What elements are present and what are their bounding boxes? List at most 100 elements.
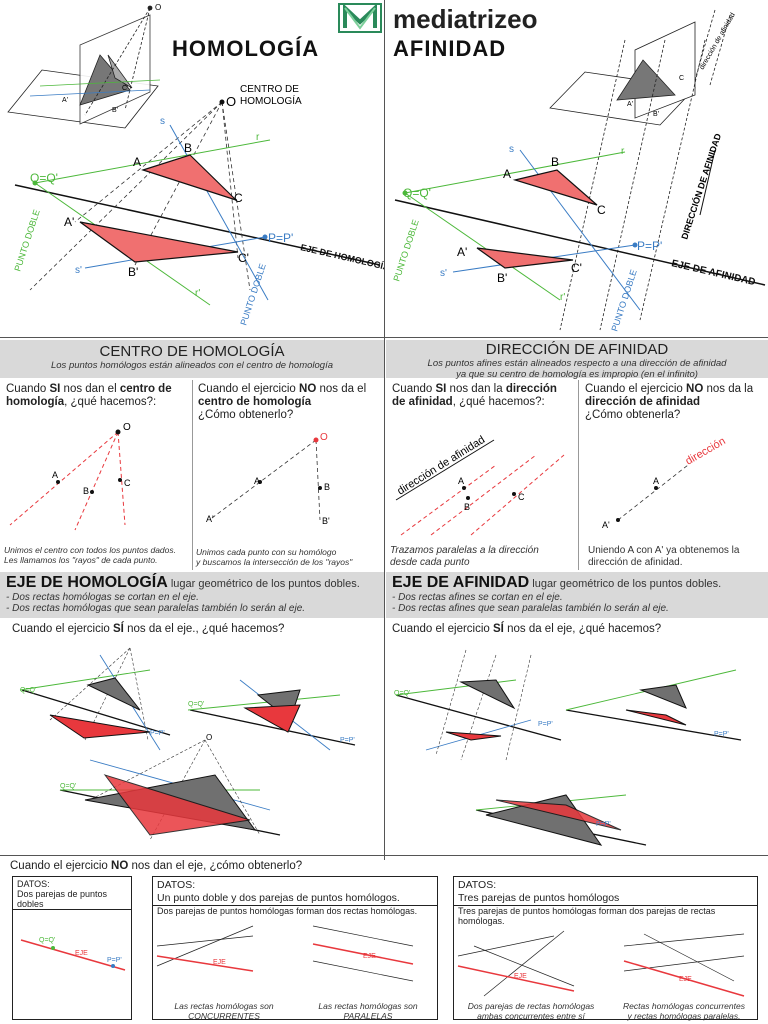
triangulo-abc	[141, 154, 237, 201]
label-s: s	[160, 116, 165, 127]
box2-cap2: Las rectas homólogas son PARALELAS	[318, 1001, 418, 1021]
eje-a-examples: Q=Q' P=P' P=P' P=P'	[394, 649, 742, 846]
eje-h-b1: - Dos rectas homólogas se cortan en el e…	[6, 592, 199, 603]
mediatrizeo-logo-icon	[338, 3, 382, 33]
eje-homologia-line	[14, 184, 381, 266]
label-eje-homologia: EJE DE HOMOLOGÍA	[300, 242, 384, 272]
svg-text:P=P': P=P'	[538, 721, 553, 728]
box3-t1: DATOS:	[458, 879, 497, 891]
centro-cap2: Unimos cada punto con su homólogo y busca…	[196, 547, 353, 567]
label-pp-af: P=P'	[637, 239, 662, 253]
label-r2-af: r'	[560, 292, 565, 303]
b2-small: B'	[112, 107, 118, 114]
box1-diagram: Q=Q' P=P' EJE	[20, 937, 126, 971]
box3-t3: Tres parejas de puntos homólogas forman …	[458, 906, 716, 926]
svg-text:EJE: EJE	[213, 959, 226, 966]
eje-afinidad-line	[394, 199, 766, 286]
eje-a-question: Cuando el ejercicio SÍ nos da el eje, ¿q…	[392, 623, 662, 635]
box2-t1: DATOS:	[157, 879, 196, 891]
label-punto-doble-right: PUNTO DOBLE	[238, 262, 267, 326]
sub-divider-1	[192, 380, 193, 570]
eje-a-title: EJE DE AFINIDAD	[392, 574, 530, 591]
label-r-af: r	[621, 146, 625, 157]
eje-h-header: EJE DE HOMOLOGÍA lugar geométrico de los…	[0, 572, 384, 618]
direccion-cap1: Trazamos paralelas a la dirección desde c…	[390, 545, 539, 568]
svg-text:P=P': P=P'	[596, 821, 611, 828]
label-c: C	[234, 191, 243, 205]
label-a-af: A	[503, 167, 511, 181]
label-direccion-afinidad: DIRECCIÓN DE AFINIDAD	[678, 131, 723, 240]
o-top-small: O	[155, 3, 161, 12]
centro-q2: Cuando el ejercicio NO nos da el centro …	[198, 383, 367, 421]
label-a: A	[133, 155, 141, 169]
box3-cap1: Dos parejas de rectas homólogas ambas con…	[467, 1001, 595, 1021]
svg-text:Q=Q': Q=Q'	[60, 783, 76, 790]
brand-logo	[337, 2, 383, 34]
label-eje-afinidad: EJE DE AFINIDAD	[670, 258, 756, 288]
box2-t2: Un punto doble y dos parejas de puntos h…	[153, 892, 437, 906]
eje-a-b2: - Dos rectas afines que sean paralelas t…	[392, 603, 669, 614]
b2-small-r: B'	[653, 111, 659, 118]
box2-t3: Dos parejas de puntos homólogas forman d…	[157, 906, 418, 916]
sub-divider-2	[578, 380, 579, 570]
label-s2: s'	[75, 265, 82, 276]
svg-text:P=P': P=P'	[107, 957, 122, 964]
divider-h1	[0, 337, 768, 338]
c2-b: B	[324, 482, 330, 492]
homologia-3d-planes	[7, 5, 161, 129]
eje-h-question: Cuando el ejercicio SÍ nos da el eje., ¿…	[12, 623, 285, 635]
d1-a: A	[458, 476, 464, 486]
recta-r	[34, 139, 271, 184]
centro-diagram-1: O A B C	[9, 422, 131, 531]
c1-a: A	[52, 470, 58, 480]
direccion-cap2: Uniendo A con A' ya obtenemos la direcció…	[588, 545, 740, 568]
svg-text:Q=Q': Q=Q'	[20, 687, 36, 694]
eje-h-sub: lugar geométrico de los puntos dobles.	[167, 578, 360, 590]
d2-a: A	[653, 476, 659, 486]
c-small-r: C	[679, 75, 684, 82]
svg-text:P=P': P=P'	[714, 731, 729, 738]
recta-s	[169, 124, 269, 301]
title-homologia: HOMOLOGÍA	[172, 36, 320, 61]
eje-a-b1: - Dos rectas afines se cortan en el eje.	[392, 592, 563, 603]
svg-text:O: O	[206, 733, 212, 742]
d2-dir-label: dirección	[684, 435, 728, 467]
c2-o: O	[320, 432, 328, 443]
direccion-diagram-2: dirección A A'	[602, 435, 728, 530]
box3-cap2: Rectas homólogas concurrentes y rectas ho…	[623, 1001, 745, 1021]
eje-h-b2: - Dos rectas homólogas que sean paralela…	[6, 603, 306, 614]
d1-dir-label: dirección de afinidad	[395, 434, 487, 498]
eje-h-title: EJE DE HOMOLOGÍA	[6, 574, 168, 591]
direccion-subtitle-1: Los puntos afines están alineados respec…	[427, 358, 727, 369]
svg-text:Q=Q': Q=Q'	[188, 701, 204, 708]
label-qq: Q=Q'	[30, 171, 58, 185]
no-eje-box-2: DATOS: Un punto doble y dos parejas de p…	[152, 876, 438, 1021]
recta-r2-af	[404, 192, 561, 301]
label-b2-af: B'	[497, 271, 507, 285]
label-s2-af: s'	[440, 268, 447, 279]
label-c2-af: C'	[571, 261, 582, 275]
no-eje-box-1: DATOS: Dos parejas de puntos dobles Q=Q'…	[12, 876, 132, 1020]
eje-a-sub: lugar geométrico de los puntos dobles.	[529, 578, 722, 590]
centro-cap1: Unimos el centro con todos los puntos da…	[4, 545, 176, 565]
direccion-subtitle-2: ya que su centro de homología es impropi…	[456, 369, 698, 380]
box1-t1: DATOS:	[17, 879, 50, 889]
label-s-af: s	[509, 144, 514, 155]
svg-text:Q=Q': Q=Q'	[39, 937, 55, 944]
eje-h-examples: Q=Q' P=P' Q=Q' P=P' O Q=Q'	[19, 647, 356, 841]
centro-title: CENTRO DE HOMOLOGÍA	[99, 343, 285, 360]
afinidad-main-diagram: dirección de afinidad A' B' C DIRECCIÓN …	[391, 9, 766, 333]
box3-t2: Tres parejas de puntos homólogos	[454, 892, 757, 906]
c2-small: C'	[122, 85, 128, 92]
box2-diagram: EJE EJE	[156, 925, 414, 982]
homologia-main-diagram: O A' B' C' O CENTRO DE HOMOLOGÍA A B C A…	[7, 3, 384, 327]
label-a2-af: A'	[457, 245, 467, 259]
c2-b2: B'	[322, 516, 330, 526]
direccion-q2: Cuando el ejercicio NO nos da la direcci…	[585, 383, 754, 421]
label-punto-doble-left: PUNTO DOBLE	[12, 208, 41, 272]
label-qq-af: Q=Q'	[403, 186, 431, 200]
centro-diagram-2: O A B A' B'	[206, 432, 330, 526]
divider-h2	[0, 855, 768, 856]
svg-text:EJE: EJE	[679, 976, 692, 983]
label-punto-doble-left-af: PUNTO DOBLE	[391, 218, 420, 282]
